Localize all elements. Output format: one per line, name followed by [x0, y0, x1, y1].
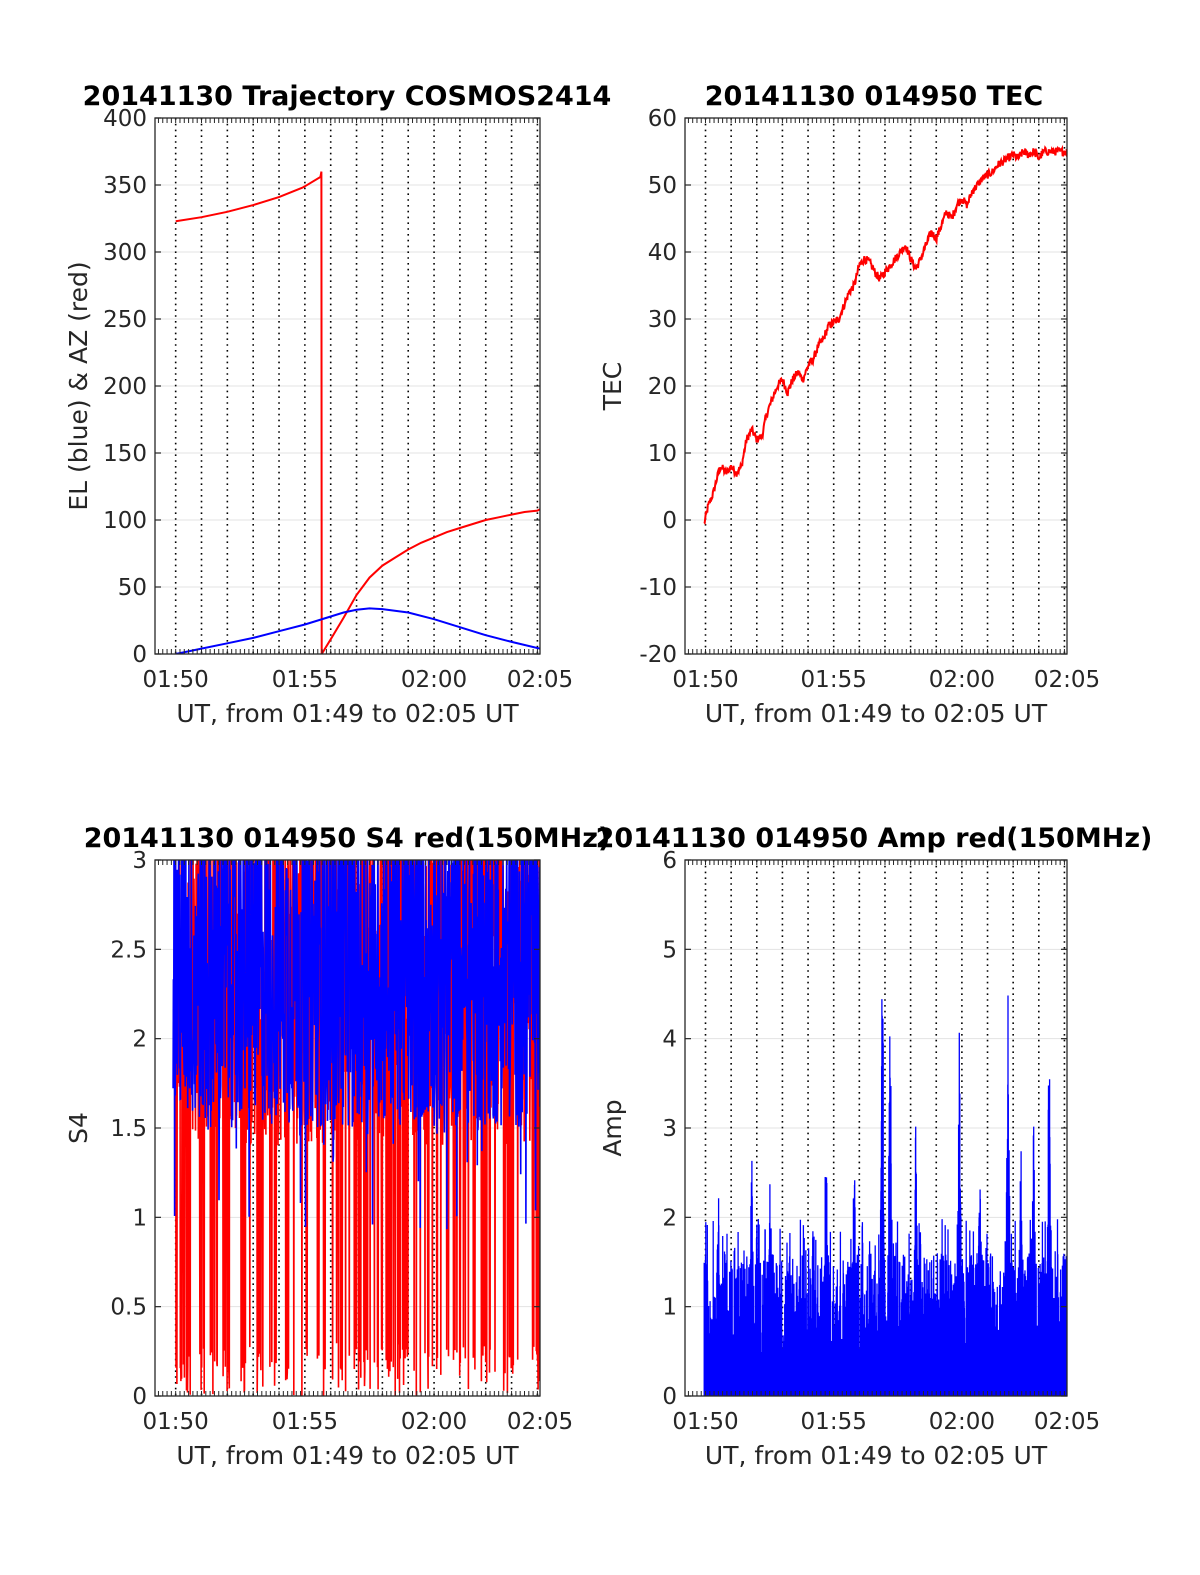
x-axis-label: UT, from 01:49 to 02:05 UT [705, 1441, 1048, 1470]
y-tick-label: 50 [118, 575, 147, 601]
y-tick-label: 10 [648, 441, 677, 467]
series-line-1 [703, 995, 1067, 1396]
x-tick-label: 02:00 [401, 1409, 467, 1435]
series-group [703, 144, 1067, 526]
y-axis-label: EL (blue) & AZ (red) [64, 261, 93, 510]
y-tick-label: 40 [648, 240, 677, 266]
y-tick-label: 200 [103, 374, 147, 400]
y-tick-label: 0.5 [110, 1295, 147, 1321]
x-tick-label: 01:50 [672, 1409, 738, 1435]
y-tick-label: 0 [662, 508, 677, 534]
chart-title: 20141130 014950 TEC [705, 81, 1044, 112]
x-axis-label: UT, from 01:49 to 02:05 UT [176, 699, 519, 728]
series-line-1 [703, 144, 1067, 526]
y-tick-label: -10 [639, 575, 677, 601]
x-tick-label: 02:00 [929, 667, 995, 693]
series-group [175, 171, 540, 654]
series-group [172, 860, 540, 1396]
y-tick-label: -20 [639, 642, 677, 668]
x-tick-label: 01:55 [272, 667, 338, 693]
y-tick-label: 1.5 [110, 1116, 147, 1142]
chart-title: 20141130 014950 S4 red(150MHz) [84, 823, 611, 854]
y-tick-label: 350 [103, 173, 147, 199]
series-line-2 [175, 607, 540, 654]
series-line-2 [172, 860, 540, 1230]
y-tick-label: 250 [103, 307, 147, 333]
x-tick-label: 01:50 [143, 1409, 209, 1435]
y-tick-label: 60 [648, 106, 677, 132]
chart-1: 0 50 100 150 200 250 300 350 400 01:50 01:55 02:00 0… [64, 81, 611, 728]
x-axis-label: UT, from 01:49 to 02:05 UT [705, 699, 1048, 728]
y-tick-label: 2 [132, 1027, 147, 1053]
y-axis-label: Amp [598, 1099, 627, 1156]
x-axis-label: UT, from 01:49 to 02:05 UT [176, 1441, 519, 1470]
y-tick-label: 2 [662, 1205, 677, 1231]
y-tick-label: 4 [662, 1027, 677, 1053]
x-tick-label: 02:05 [507, 1409, 573, 1435]
series-group [703, 995, 1067, 1396]
chart-4: 0 1 2 3 4 5 6 01:50 01:55 02:00 02:05 UT, from 01:4… [596, 823, 1153, 1470]
chart-3: 0 0.5 1 1.5 2 2.5 3 01:50 01:55 02:00 02:05 UT, fro… [64, 823, 610, 1470]
y-tick-label: 0 [662, 1384, 677, 1410]
x-tick-label: 01:55 [272, 1409, 338, 1435]
chart-title: 20141130 014950 Amp red(150MHz) [596, 823, 1153, 854]
y-tick-label: 3 [132, 848, 147, 874]
x-tick-label: 02:00 [401, 667, 467, 693]
y-tick-label: 6 [662, 848, 677, 874]
x-tick-label: 02:00 [929, 1409, 995, 1435]
y-tick-label: 1 [662, 1295, 677, 1321]
y-tick-label: 400 [103, 106, 147, 132]
y-tick-label: 1 [132, 1205, 147, 1231]
x-tick-label: 01:55 [801, 1409, 867, 1435]
y-tick-label: 3 [662, 1116, 677, 1142]
y-tick-label: 50 [648, 173, 677, 199]
y-tick-label: 30 [648, 307, 677, 333]
y-tick-label: 20 [648, 374, 677, 400]
chart-title: 20141130 Trajectory COSMOS2414 [83, 81, 612, 112]
y-tick-label: 0 [132, 1384, 147, 1410]
series-line-1 [175, 171, 540, 654]
x-tick-label: 02:05 [1034, 1409, 1100, 1435]
y-tick-label: 5 [662, 937, 677, 963]
x-tick-label: 01:50 [143, 667, 209, 693]
chart-2: -20 -10 0 10 20 30 40 50 60 01:50 01:55 02:00 02:05 U… [598, 81, 1100, 728]
x-tick-label: 02:05 [1034, 667, 1100, 693]
x-tick-label: 02:05 [507, 667, 573, 693]
y-tick-label: 2.5 [110, 937, 147, 963]
y-tick-label: 100 [103, 508, 147, 534]
x-tick-label: 01:55 [801, 667, 867, 693]
y-tick-label: 150 [103, 441, 147, 467]
y-tick-label: 300 [103, 240, 147, 266]
x-tick-label: 01:50 [672, 667, 738, 693]
grid [685, 117, 1067, 655]
y-tick-label: 0 [132, 642, 147, 668]
y-axis-label: TEC [598, 362, 627, 412]
y-axis-label: S4 [64, 1112, 93, 1144]
